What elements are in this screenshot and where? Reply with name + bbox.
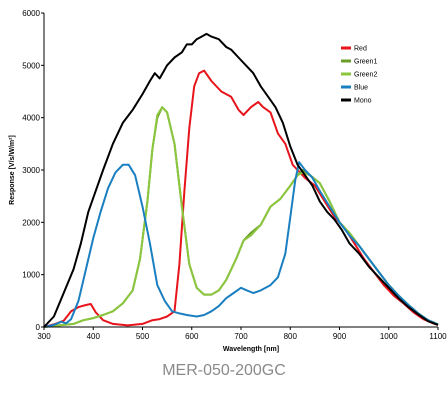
x-tick-label: 1100	[429, 332, 447, 341]
x-tick-label: 600	[185, 332, 199, 341]
legend-label-blue: Blue	[354, 85, 368, 92]
y-tick-label: 4000	[22, 114, 40, 123]
series-line-green1	[43, 106, 439, 328]
x-tick-label: 300	[37, 332, 51, 341]
legend-label-green2: Green2	[354, 72, 377, 79]
x-tick-label: 900	[333, 332, 347, 341]
y-tick-label: 0	[36, 323, 41, 332]
series-line-red	[43, 69, 439, 328]
legend-label-green1: Green1	[354, 59, 377, 66]
y-axis-title: Response [V/s/W/m²]	[9, 135, 16, 205]
legend-label-red: Red	[354, 46, 367, 53]
x-tick-label: 500	[136, 332, 150, 341]
y-tick-label: 6000	[22, 9, 40, 18]
x-tick-label: 400	[87, 332, 101, 341]
x-tick-label: 800	[284, 332, 298, 341]
legend: Red Green1 Green2 Blue Mono	[341, 46, 377, 105]
y-tick-label: 1000	[22, 271, 40, 280]
series-line-blue	[43, 161, 439, 328]
x-tick-label: 1000	[380, 332, 398, 341]
chart-caption: MER-050-200GC	[162, 362, 286, 379]
x-tick-label: 700	[234, 332, 248, 341]
legend-label-mono: Mono	[354, 98, 372, 105]
plot-area	[43, 32, 439, 328]
axes: 300 400 500 600 700 800 900 1000 1100 0 1000 2000 30…	[22, 9, 447, 341]
y-tick-label: 5000	[22, 61, 40, 70]
y-tick-label: 2000	[22, 218, 40, 227]
series-line-green2	[43, 106, 439, 328]
y-tick-label: 3000	[22, 166, 40, 175]
series-line-mono	[43, 32, 439, 328]
x-axis-title: Wavelength [nm]	[223, 346, 279, 353]
